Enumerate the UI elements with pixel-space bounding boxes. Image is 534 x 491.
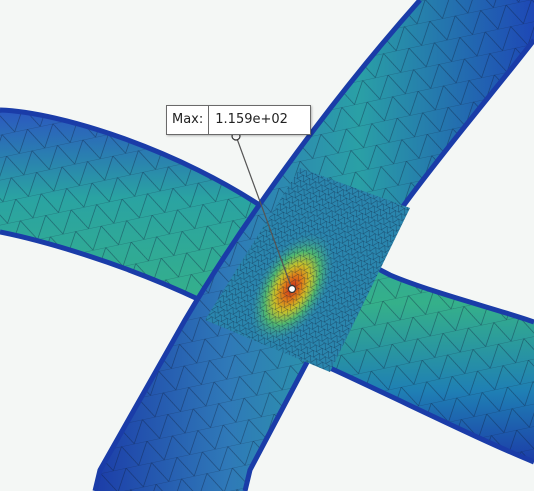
max-value: 1.159e+02 <box>215 112 288 127</box>
max-stress-point-marker[interactable] <box>287 284 297 294</box>
max-label: Max: <box>167 106 210 134</box>
max-value-callout[interactable]: Max: 1.159e+02 <box>166 105 311 135</box>
leader-line <box>235 135 293 290</box>
